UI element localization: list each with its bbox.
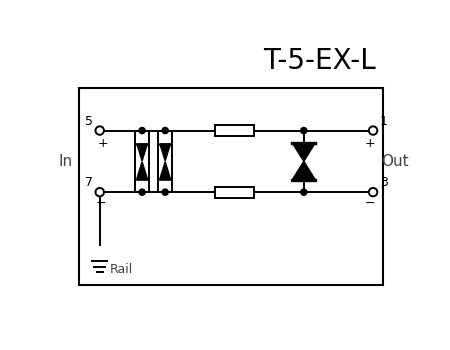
Polygon shape xyxy=(292,161,315,180)
Circle shape xyxy=(369,126,377,135)
Circle shape xyxy=(95,126,104,135)
Text: Out: Out xyxy=(381,154,409,169)
Bar xyxy=(215,125,254,136)
Text: −: − xyxy=(365,196,375,209)
Circle shape xyxy=(162,189,168,195)
Circle shape xyxy=(301,189,307,195)
Polygon shape xyxy=(160,144,171,161)
Text: 3: 3 xyxy=(380,176,388,189)
Text: 1: 1 xyxy=(380,115,388,128)
Text: 5: 5 xyxy=(85,115,93,128)
Circle shape xyxy=(162,127,168,134)
Polygon shape xyxy=(137,144,147,161)
Text: In: In xyxy=(58,154,72,169)
Text: −: − xyxy=(96,196,107,209)
Text: T-5-EX-L: T-5-EX-L xyxy=(263,47,376,75)
Circle shape xyxy=(139,127,145,134)
Circle shape xyxy=(301,127,307,134)
Polygon shape xyxy=(137,162,147,178)
Bar xyxy=(135,131,149,192)
Polygon shape xyxy=(292,143,315,161)
Text: 7: 7 xyxy=(85,176,93,189)
Text: +: + xyxy=(364,137,375,150)
Circle shape xyxy=(369,188,377,196)
Text: Rail: Rail xyxy=(110,262,133,276)
Circle shape xyxy=(95,188,104,196)
Text: +: + xyxy=(98,137,108,150)
Bar xyxy=(79,88,383,285)
Bar xyxy=(158,131,172,192)
Polygon shape xyxy=(160,162,171,178)
Circle shape xyxy=(139,189,145,195)
Bar xyxy=(215,187,254,198)
